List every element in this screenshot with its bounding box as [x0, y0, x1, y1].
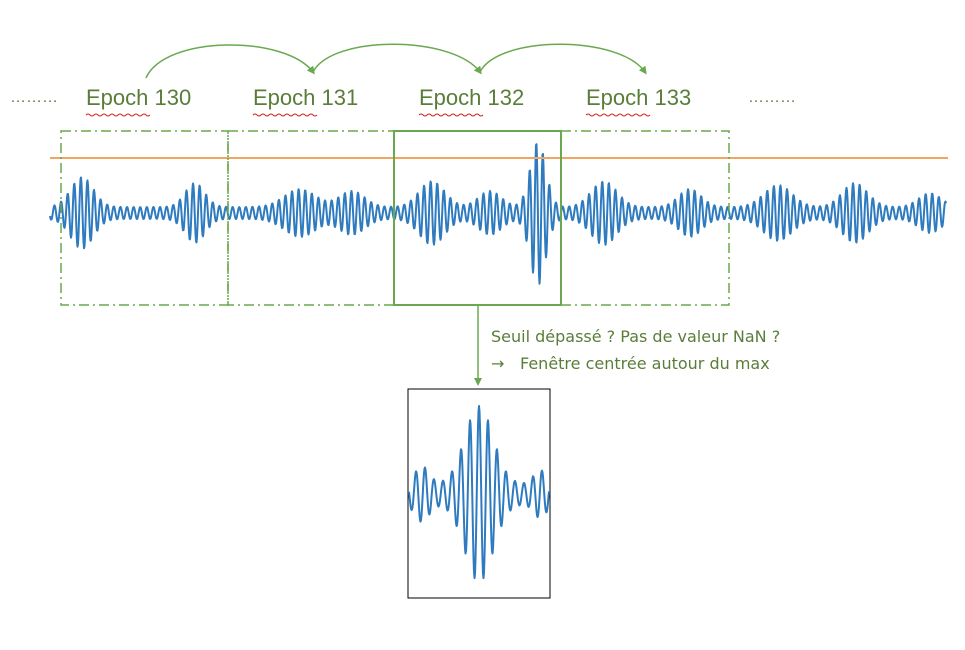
epoch-label-133: Epoch 133	[586, 85, 691, 110]
spell-underline-130	[85, 113, 151, 117]
epoch-arrow-132-133	[479, 43, 647, 75]
output-window-signal	[408, 405, 550, 580]
epoch-frame-133	[560, 130, 730, 306]
spell-underline-131	[252, 113, 318, 117]
annotation-line-1: Seuil dépassé ? Pas de valeur NaN ?	[491, 327, 780, 346]
epoch-frame-131	[227, 130, 395, 306]
eeg-signal-trace	[49, 143, 947, 285]
annotation-line-2: Fenêtre centrée autour du max	[520, 354, 770, 373]
epoch-frame-130	[60, 130, 229, 306]
spell-underline-133	[585, 113, 651, 117]
spell-underline-132	[418, 113, 484, 117]
annotation-arrow-glyph: →	[491, 354, 504, 373]
epoch-arrow-131-132	[312, 43, 482, 75]
ellipsis-right: ………	[748, 89, 796, 106]
epoch-label-131: Epoch 131	[253, 85, 358, 110]
epoch-arrow-130-131	[145, 44, 315, 79]
epoch-label-132: Epoch 132	[419, 85, 524, 110]
epoch-label-130: Epoch 130	[86, 85, 191, 110]
ellipsis-left: ………	[10, 89, 58, 106]
